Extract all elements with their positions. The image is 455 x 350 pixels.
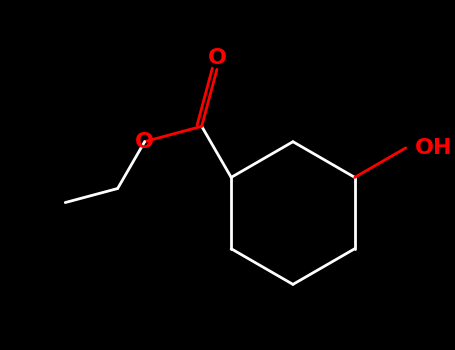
Text: O: O (135, 132, 154, 152)
Text: O: O (207, 48, 227, 68)
Text: OH: OH (415, 138, 453, 158)
